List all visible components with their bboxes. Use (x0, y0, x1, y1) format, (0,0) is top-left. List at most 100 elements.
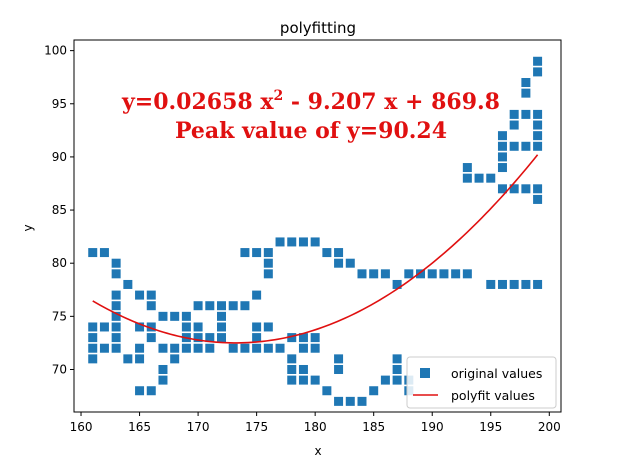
data-point (298, 343, 308, 353)
data-point (263, 269, 273, 279)
data-point (334, 396, 344, 406)
y-tick-label: 75 (52, 309, 67, 323)
data-point (287, 375, 297, 385)
data-point (193, 301, 203, 311)
data-point (462, 269, 472, 279)
data-point (392, 279, 402, 289)
data-point (135, 354, 145, 364)
data-point (275, 237, 285, 247)
data-point (404, 269, 414, 279)
data-point (111, 258, 121, 268)
data-point (193, 333, 203, 343)
data-point (462, 163, 472, 173)
equation-annotation: y=0.02658 x2 - 9.207 x + 869.8 (121, 88, 500, 115)
data-point (181, 343, 191, 353)
data-point (521, 141, 531, 151)
data-point (310, 237, 320, 247)
data-point (111, 269, 121, 279)
data-point (334, 354, 344, 364)
data-point (88, 248, 98, 258)
x-tick-label: 200 (538, 420, 561, 434)
data-point (533, 141, 543, 151)
data-point (287, 237, 297, 247)
data-point (521, 184, 531, 194)
data-point (158, 364, 168, 374)
data-point (181, 322, 191, 332)
data-point (275, 343, 285, 353)
polyfit-line (92, 154, 539, 344)
data-point (170, 311, 180, 321)
data-point (111, 311, 121, 321)
data-point (334, 364, 344, 374)
plot-area (73, 39, 562, 413)
data-point (474, 173, 484, 183)
data-point (217, 301, 226, 311)
equation-prefix: y=0.02658 x (121, 89, 274, 115)
data-point (533, 109, 543, 119)
data-point (146, 290, 156, 300)
x-tick-label: 185 (362, 420, 385, 434)
data-point (497, 131, 507, 141)
data-point (205, 333, 215, 343)
data-point (298, 375, 308, 385)
x-axis-label: x (314, 444, 321, 458)
data-point (380, 375, 390, 385)
data-point (497, 184, 507, 194)
y-tick-label: 90 (52, 150, 67, 164)
legend-marker-original-values (420, 368, 430, 378)
data-point (88, 354, 98, 364)
data-point (193, 322, 203, 332)
data-point (135, 386, 145, 396)
y-axis-label: y (21, 224, 35, 231)
data-point (252, 333, 262, 343)
data-point (497, 152, 507, 162)
data-point (533, 120, 543, 130)
data-point (533, 56, 543, 66)
data-point (240, 248, 250, 258)
x-tick-label: 195 (479, 420, 502, 434)
data-point (357, 269, 367, 279)
data-point (509, 120, 519, 130)
x-tick-label: 170 (187, 420, 210, 434)
data-point (427, 269, 437, 279)
data-point (533, 131, 543, 141)
data-point (252, 322, 262, 332)
data-point (392, 354, 402, 364)
data-point (263, 343, 273, 353)
data-point (263, 322, 273, 332)
data-point (509, 109, 519, 119)
data-point (252, 248, 262, 258)
data-point (170, 343, 180, 353)
y-tick-label: 70 (52, 362, 67, 376)
data-point (99, 343, 109, 353)
legend: original values polyfit values (406, 356, 557, 409)
x-tick-label: 165 (128, 420, 151, 434)
data-point (111, 322, 121, 332)
x-tick-label: 175 (245, 420, 268, 434)
data-point (135, 343, 145, 353)
y-tick-label: 95 (52, 97, 67, 111)
data-point (158, 375, 168, 385)
data-point (521, 88, 531, 98)
data-point (533, 279, 543, 289)
data-point (146, 333, 156, 343)
data-point (88, 343, 98, 353)
data-point (298, 237, 308, 247)
data-point (392, 375, 402, 385)
data-point (334, 248, 344, 258)
data-point (310, 343, 320, 353)
data-point (310, 333, 320, 343)
data-point (509, 184, 519, 194)
data-point (88, 333, 98, 343)
data-point (111, 290, 121, 300)
data-point (334, 258, 344, 268)
data-point (158, 343, 168, 353)
data-point (416, 269, 426, 279)
data-point (193, 343, 203, 353)
data-point (533, 194, 543, 204)
x-tick-label: 190 (421, 420, 444, 434)
data-point (509, 279, 519, 289)
peak-annotation: Peak value of y=90.24 (175, 118, 447, 144)
data-point (521, 78, 531, 88)
data-point (146, 386, 156, 396)
